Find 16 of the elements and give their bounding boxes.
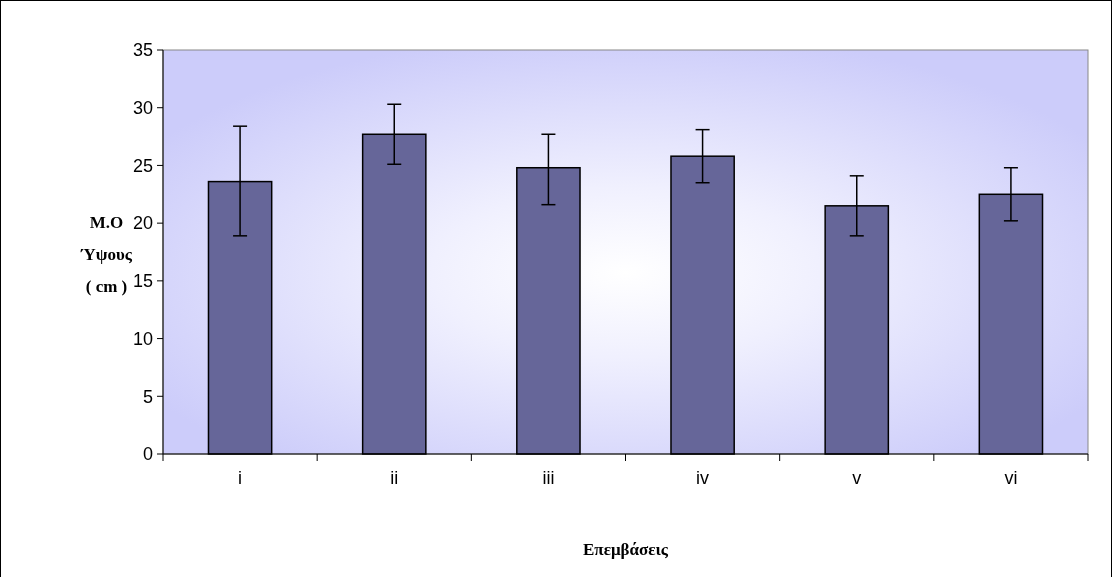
y-axis-title: M.O Ύψους ( cm ) [80,213,133,296]
y-tick-label: 30 [132,98,153,119]
y-tick-label: 20 [132,213,153,234]
x-axis-title: Επεμβάσεις [583,540,669,559]
x-tick-label: vi [1004,468,1018,488]
x-tick-label: iii [542,468,555,488]
x-tick-label: i [238,468,243,488]
y-tick-label: 10 [132,328,153,349]
y-tick-label: 0 [142,444,153,465]
y-tick-label: 25 [132,155,153,176]
x-tick-label: iv [696,468,710,488]
x-tick-label: ii [390,468,399,488]
y-tick-label: 5 [142,386,153,407]
x-tick-label: v [852,468,862,488]
y-tick-label: 35 [132,40,153,61]
y-tick-label: 15 [132,271,153,292]
